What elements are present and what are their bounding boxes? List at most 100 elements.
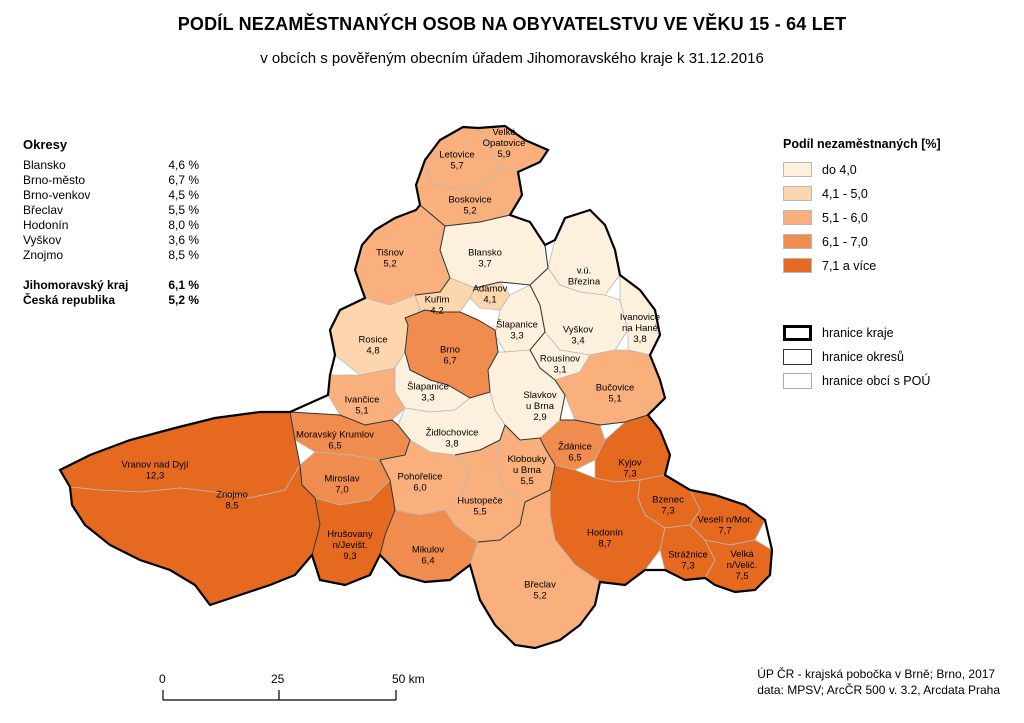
legend: Podíl nezaměstnaných [%] do 4,0 4,1 - 5,0… bbox=[783, 137, 941, 397]
region-label-slavkov: Slavkov u Brna 2,9 bbox=[523, 390, 557, 423]
total-row: Česká republika 5,2 % bbox=[23, 293, 199, 308]
district-border bbox=[404, 309, 499, 399]
legend-class-label: 4,1 - 5,0 bbox=[822, 186, 868, 201]
region-label-rosice: Rosice 4,8 bbox=[358, 335, 387, 357]
region-label-hrusovany: Hrušovany n/Jevišt. 9,3 bbox=[327, 529, 373, 562]
legend-swatch bbox=[783, 258, 812, 273]
district-border bbox=[454, 424, 556, 543]
total-name: Jihomoravský kraj bbox=[23, 278, 129, 292]
district-value: 5,5 % bbox=[168, 203, 199, 217]
regions-layer bbox=[59, 125, 773, 649]
region-label-veseli: Veselí n/Mor. 7,7 bbox=[698, 515, 753, 537]
district-border bbox=[289, 411, 321, 556]
region-label-breclav: Břeclav 5,2 bbox=[524, 580, 556, 602]
legend-class-label: 5,1 - 6,0 bbox=[822, 210, 868, 225]
legend-heading: Podíl nezaměstnaných [%] bbox=[783, 137, 941, 151]
region-label-moravsky-krumlov: Moravský Krumlov 6,5 bbox=[296, 430, 374, 452]
region-label-ivancice: Ivančice 5,1 bbox=[345, 395, 380, 417]
region-vranov bbox=[59, 411, 301, 499]
region-label-mikulov: Mikulov 6,4 bbox=[412, 545, 444, 567]
legend-class-item: 7,1 a více bbox=[783, 257, 941, 274]
district-name: Blansko bbox=[23, 158, 66, 172]
region-label-miroslav: Miroslav 7,0 bbox=[324, 474, 360, 496]
legend-border-swatch bbox=[783, 349, 812, 365]
legend-border-item: hranice kraje bbox=[783, 325, 941, 341]
region-label-hodonin: Hodonín 8,7 bbox=[587, 528, 623, 550]
districts-table: Okresy Blansko 4,6 % Brno-město 6,7 % Brno-v… bbox=[23, 137, 199, 308]
scale-tick-25: 25 bbox=[271, 672, 285, 686]
region-label-pohorelice: Pohořelice 6,0 bbox=[398, 472, 443, 494]
region-label-vu-brezina: v.ú. Březina bbox=[568, 266, 601, 288]
total-value: 6,1 % bbox=[168, 278, 199, 292]
legend-border-item: hranice obcí s POÚ bbox=[783, 373, 941, 389]
region-label-vyskov: Vyškov 3,4 bbox=[563, 325, 594, 347]
region-label-zdanice: Ždánice 6,5 bbox=[558, 442, 592, 464]
district-row: Vyškov 3,6 % bbox=[23, 233, 199, 248]
credit-line-1: ÚP ČR - krajská pobočka v Brně; Brno, 20… bbox=[757, 667, 996, 681]
district-name: Brno-město bbox=[23, 173, 86, 187]
region-label-velke-opatovice: Velké Opatovice 5,9 bbox=[483, 127, 526, 160]
region-label-klobouky: Klobouky u Brna 5,5 bbox=[507, 454, 546, 487]
credit-line-2: data: MPSV; ArcČR 500 v. 3.2, Arcdata Pr… bbox=[757, 683, 1000, 697]
district-border bbox=[289, 411, 411, 556]
region-label-tisnov: Tišnov 5,2 bbox=[376, 248, 404, 270]
region-label-blansko: Blansko 3,7 bbox=[468, 248, 502, 270]
total-name: Česká republika bbox=[23, 293, 116, 307]
total-value: 5,2 % bbox=[168, 293, 199, 307]
legend-class-item: 5,1 - 6,0 bbox=[783, 209, 941, 226]
scale-tick-50: 50 km bbox=[392, 672, 425, 686]
map-subtitle: v obcích s pověřeným obecním úřadem Jiho… bbox=[260, 50, 764, 67]
region-label-ivanovice: Ivanovice na Hané 3,8 bbox=[620, 312, 660, 345]
legend-class-item: 6,1 - 7,0 bbox=[783, 233, 941, 250]
district-value: 8,0 % bbox=[168, 218, 199, 232]
legend-swatch bbox=[783, 210, 812, 225]
district-border bbox=[560, 414, 649, 426]
region-label-slapanice-s: Šlapanice 3,3 bbox=[407, 382, 449, 404]
legend-border-swatch bbox=[783, 373, 812, 389]
district-border bbox=[529, 284, 566, 421]
region-label-bucovice: Bučovice 5,1 bbox=[596, 383, 635, 405]
district-row: Břeclav 5,5 % bbox=[23, 203, 199, 218]
legend-border-item: hranice okresů bbox=[783, 349, 941, 365]
region-label-zidlochovice: Židlochovice 3,8 bbox=[426, 428, 479, 450]
legend-class-item: 4,1 - 5,0 bbox=[783, 185, 941, 202]
legend-border-label: hranice obcí s POÚ bbox=[822, 374, 931, 388]
scale-tick-0: 0 bbox=[159, 672, 166, 686]
scale-bar bbox=[162, 690, 397, 701]
region-label-hustopece: Hustopeče 5,5 bbox=[457, 496, 502, 518]
legend-class-label: 7,1 a více bbox=[822, 258, 877, 273]
district-name: Hodonín bbox=[23, 218, 69, 232]
region-label-rousinov: Rousínov 3,1 bbox=[540, 354, 580, 376]
region-label-vranov: Vranov nad Dyjí 12,3 bbox=[121, 460, 189, 482]
legend-border-label: hranice okresů bbox=[822, 350, 904, 364]
legend-swatch bbox=[783, 162, 812, 177]
district-value: 3,6 % bbox=[168, 233, 199, 247]
legend-swatch bbox=[783, 234, 812, 249]
region-label-letovice: Letovice 5,7 bbox=[439, 150, 474, 172]
labels-layer: Velké Opatovice 5,9 Letovice 5,7 Boskovice 5,2… bbox=[121, 127, 757, 602]
region-label-velka: Velká n/Velič. 7,5 bbox=[727, 549, 758, 582]
region-label-brno: Brno 6,7 bbox=[440, 345, 460, 367]
district-name: Brno-venkov bbox=[23, 188, 91, 202]
region-label-straznice: Strážnice 7,3 bbox=[668, 550, 708, 572]
district-value: 4,5 % bbox=[168, 188, 199, 202]
credits: ÚP ČR - krajská pobočka v Brně; Brno, 20… bbox=[757, 666, 1000, 698]
district-name: Vyškov bbox=[23, 233, 62, 247]
region-label-slapanice-n: Šlapanice 3,3 bbox=[496, 320, 538, 342]
region-label-kurim: Kuřim 4,2 bbox=[425, 295, 450, 317]
district-value: 4,6 % bbox=[168, 158, 199, 172]
region-ivancice bbox=[327, 367, 406, 426]
district-value: 8,5 % bbox=[168, 248, 199, 262]
legend-swatch bbox=[783, 186, 812, 201]
district-row: Znojmo 8,5 % bbox=[23, 248, 199, 263]
region-label-bzenec: Bzenec 7,3 bbox=[652, 495, 684, 517]
district-row: Brno-venkov 4,5 % bbox=[23, 188, 199, 203]
region-label-znojmo: Znojmo 8,5 bbox=[216, 490, 248, 512]
district-row: Hodonín 8,0 % bbox=[23, 218, 199, 233]
district-row: Brno-město 6,7 % bbox=[23, 173, 199, 188]
map-title: PODÍL NEZAMĚSTNANÝCH OSOB NA OBYVATELSTV… bbox=[177, 14, 847, 34]
district-value: 6,7 % bbox=[168, 173, 199, 187]
legend-border-label: hranice kraje bbox=[822, 326, 894, 340]
district-name: Břeclav bbox=[23, 203, 64, 217]
